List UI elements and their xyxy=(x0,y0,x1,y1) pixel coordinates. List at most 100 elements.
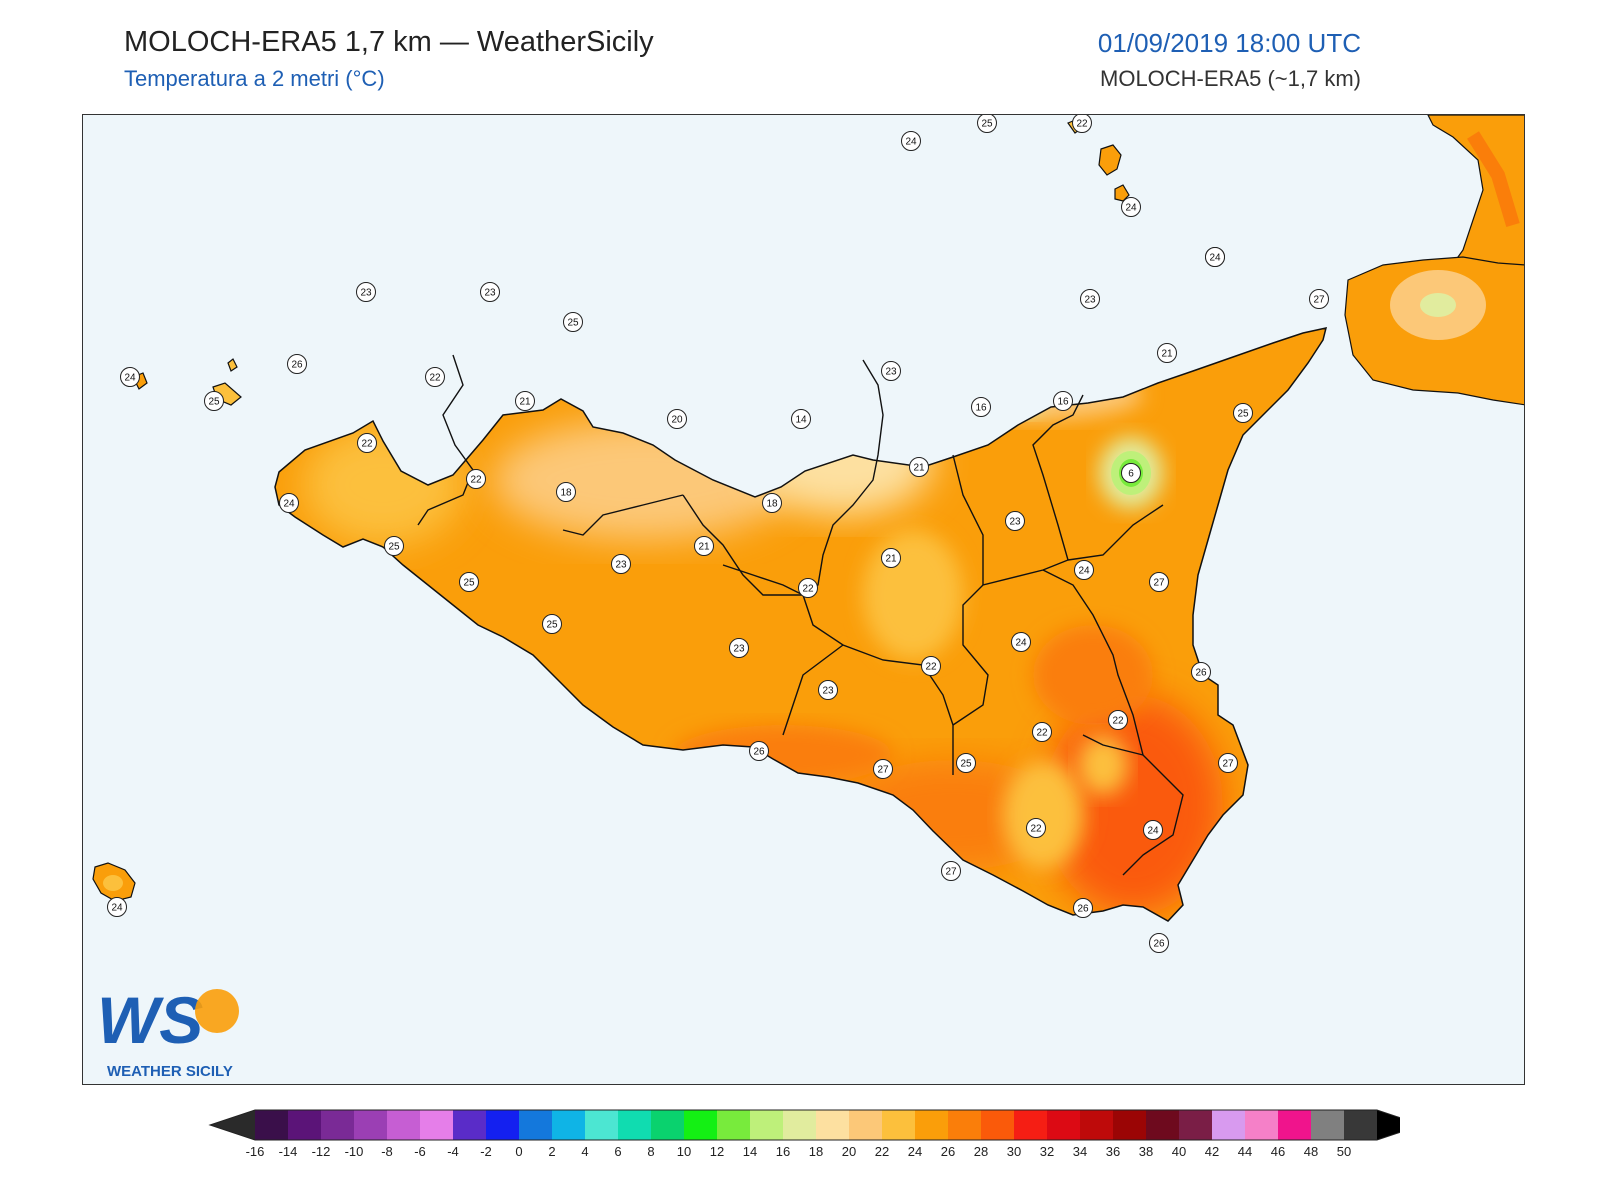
station-marker: 22 xyxy=(921,656,941,676)
station-marker: 23 xyxy=(356,282,376,302)
station-marker: 21 xyxy=(1157,343,1177,363)
station-marker: 27 xyxy=(1309,289,1329,309)
station-value: 21 xyxy=(519,397,531,408)
station-marker: 23 xyxy=(611,554,631,574)
station-value: 23 xyxy=(484,288,496,299)
colorbar-cell xyxy=(255,1110,288,1140)
colorbar-cell xyxy=(618,1110,651,1140)
station-marker: 25 xyxy=(204,391,224,411)
station-value: 26 xyxy=(291,360,303,371)
colorbar-cell xyxy=(717,1110,750,1140)
station-marker: 22 xyxy=(1026,818,1046,838)
colorbar-cell xyxy=(783,1110,816,1140)
station-value: 16 xyxy=(975,403,987,414)
station-marker: 24 xyxy=(1011,632,1031,652)
station-value: 21 xyxy=(1161,349,1173,360)
station-marker: 25 xyxy=(1233,403,1253,423)
colorbar-tick-label: 34 xyxy=(1073,1144,1087,1159)
colorbar-tick-label: -12 xyxy=(312,1144,331,1159)
colorbar-tick-label: 24 xyxy=(908,1144,922,1159)
colorbar-cell xyxy=(1113,1110,1146,1140)
station-marker: 22 xyxy=(798,578,818,598)
station-marker: 22 xyxy=(1032,722,1052,742)
colorbar-tick-label: 0 xyxy=(515,1144,522,1159)
station-value: 25 xyxy=(546,620,558,631)
colorbar-cell xyxy=(1047,1110,1080,1140)
colorbar-tick-label: -4 xyxy=(447,1144,459,1159)
colorbar-cell xyxy=(1146,1110,1179,1140)
colorbar-cell xyxy=(948,1110,981,1140)
weathersicily-logo: WS WEATHER SICILY xyxy=(97,983,239,1080)
station-value: 26 xyxy=(753,747,765,758)
station-marker: 25 xyxy=(977,115,997,133)
colorbar-cell xyxy=(684,1110,717,1140)
colorbar-tick-label: -8 xyxy=(381,1144,393,1159)
colorbar-cell xyxy=(585,1110,618,1140)
station-value: 23 xyxy=(1084,295,1096,306)
colorbar-tick-label: -10 xyxy=(345,1144,364,1159)
station-marker: 18 xyxy=(762,493,782,513)
colorbar-tick-label: 46 xyxy=(1271,1144,1285,1159)
station-marker: 16 xyxy=(971,397,991,417)
station-marker: 25 xyxy=(459,572,479,592)
station-marker: 27 xyxy=(873,759,893,779)
station-value: 22 xyxy=(1036,728,1048,739)
colorbar-tick-label: 44 xyxy=(1238,1144,1252,1159)
colorbar-tick-label: 42 xyxy=(1205,1144,1219,1159)
station-value: 22 xyxy=(1030,824,1042,835)
colorbar-cell xyxy=(387,1110,420,1140)
station-value: 26 xyxy=(1153,939,1165,950)
station-marker: 22 xyxy=(1072,115,1092,133)
colorbar-tick-label: 16 xyxy=(776,1144,790,1159)
station-marker: 23 xyxy=(480,282,500,302)
station-value: 25 xyxy=(567,318,579,329)
colorbar-cell xyxy=(486,1110,519,1140)
station-marker: 25 xyxy=(542,614,562,634)
station-marker: 23 xyxy=(818,680,838,700)
station-value: 21 xyxy=(698,542,710,553)
station-value: 24 xyxy=(1015,638,1027,649)
colorbar-cell xyxy=(1212,1110,1245,1140)
colorbar-cell xyxy=(354,1110,387,1140)
station-marker: 18 xyxy=(556,482,576,502)
colorbar-cell xyxy=(1080,1110,1113,1140)
station-value: 27 xyxy=(1222,759,1234,770)
colorbar-cell xyxy=(915,1110,948,1140)
colorbar-tick-label: 12 xyxy=(710,1144,724,1159)
station-marker: 21 xyxy=(909,457,929,477)
colorbar-tick-label: -2 xyxy=(480,1144,492,1159)
station-value: 26 xyxy=(1195,668,1207,679)
colorbar-cell xyxy=(882,1110,915,1140)
colorbar-tick-label: 40 xyxy=(1172,1144,1186,1159)
station-markers: 23 23 25 26 22 21 20 14 23 16 16 21 23 27 24 25 24 25 22 22… xyxy=(107,115,1329,953)
station-value: 23 xyxy=(1009,517,1021,528)
station-value: 25 xyxy=(1237,409,1249,420)
temperature-colorbar: -16 -14 -12 -10 -8 -6 -4 -2 0 2 4 6 8 10 12 14 16 18 20 22 2… xyxy=(208,1109,1400,1159)
colorbar-tick-label: 14 xyxy=(743,1144,757,1159)
station-value: 16 xyxy=(1057,397,1069,408)
station-value: 23 xyxy=(822,686,834,697)
station-marker: 26 xyxy=(749,741,769,761)
station-marker: 22 xyxy=(357,433,377,453)
station-value: 18 xyxy=(766,499,778,510)
station-value: 23 xyxy=(615,560,627,571)
colorbar-tick-label: -16 xyxy=(246,1144,265,1159)
station-marker: 24 xyxy=(901,131,921,151)
station-value: 22 xyxy=(1112,716,1124,727)
logo-letters: WS xyxy=(97,983,203,1057)
station-marker: 21 xyxy=(694,536,714,556)
station-marker: 27 xyxy=(1218,753,1238,773)
station-value: 25 xyxy=(463,578,475,589)
station-value: 24 xyxy=(1209,253,1221,264)
colorbar-cell xyxy=(420,1110,453,1140)
sun-icon xyxy=(195,989,239,1033)
station-marker: 24 xyxy=(1074,560,1094,580)
colorbar-tick-label: 26 xyxy=(941,1144,955,1159)
colorbar-tick-label: -14 xyxy=(279,1144,298,1159)
station-marker: 23 xyxy=(729,638,749,658)
station-value: 25 xyxy=(981,119,993,130)
station-value: 27 xyxy=(945,867,957,878)
station-value: 23 xyxy=(885,367,897,378)
station-value: 22 xyxy=(925,662,937,673)
map-panel[interactable]: 23 23 25 26 22 21 20 14 23 16 16 21 23 27 24 25 24 25 22 22… xyxy=(82,114,1525,1085)
